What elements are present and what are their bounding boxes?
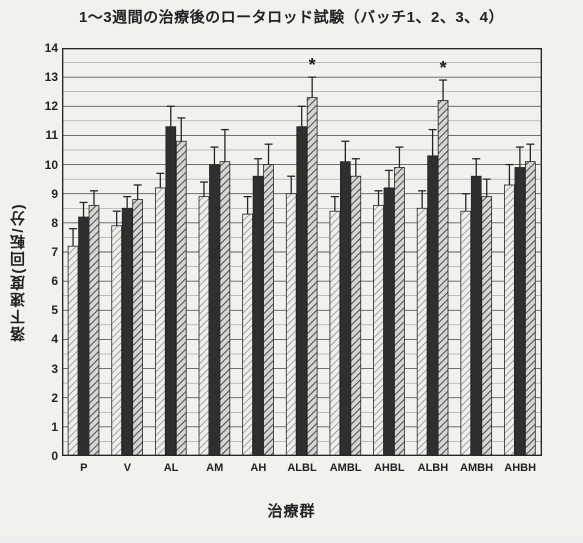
y-tick-labels: 01234567891011121314 xyxy=(28,48,62,456)
page-root: 1〜3週間の治療後のロータロッド試験（バッチ1、2、3、4） 落下速度(回転/分… xyxy=(0,0,583,543)
y-tick: 14 xyxy=(32,41,58,55)
y-tick: 0 xyxy=(32,449,58,463)
y-tick: 2 xyxy=(32,391,58,405)
y-tick: 6 xyxy=(32,274,58,288)
svg-text:*: * xyxy=(309,55,316,75)
y-tick: 9 xyxy=(32,187,58,201)
x-tick: ALBL xyxy=(287,462,316,474)
x-tick: AL xyxy=(164,462,179,474)
x-tick: AHBH xyxy=(504,462,536,474)
y-tick: 1 xyxy=(32,420,58,434)
x-tick-labels: P V AL AM AH ALBL AMBL AHBL ALBH AMBH AHBH xyxy=(62,456,542,486)
x-tick: ALBH xyxy=(418,462,449,474)
y-tick: 3 xyxy=(32,362,58,376)
svg-text:*: * xyxy=(440,58,447,78)
x-axis-label: 治療群 xyxy=(0,500,583,521)
y-tick: 5 xyxy=(32,303,58,317)
y-tick: 12 xyxy=(32,99,58,113)
x-tick: AH xyxy=(250,462,266,474)
x-tick: AM xyxy=(206,462,223,474)
x-tick: AHBL xyxy=(374,462,405,474)
y-tick: 13 xyxy=(32,70,58,84)
x-tick: AMBH xyxy=(460,462,493,474)
x-tick: V xyxy=(124,462,131,474)
y-tick: 7 xyxy=(32,245,58,259)
chart-title: 1〜3週間の治療後のロータロッド試験（バッチ1、2、3、4） xyxy=(0,6,583,27)
x-tick: P xyxy=(80,462,87,474)
y-tick: 4 xyxy=(32,332,58,346)
y-tick: 11 xyxy=(32,128,58,142)
y-tick: 8 xyxy=(32,216,58,230)
x-tick: AMBL xyxy=(330,462,362,474)
chart-svg: ** xyxy=(62,48,542,456)
plot-area: ** xyxy=(62,48,542,456)
y-tick: 10 xyxy=(32,158,58,172)
y-axis-label: 落下速度(回転/分) xyxy=(8,202,29,341)
